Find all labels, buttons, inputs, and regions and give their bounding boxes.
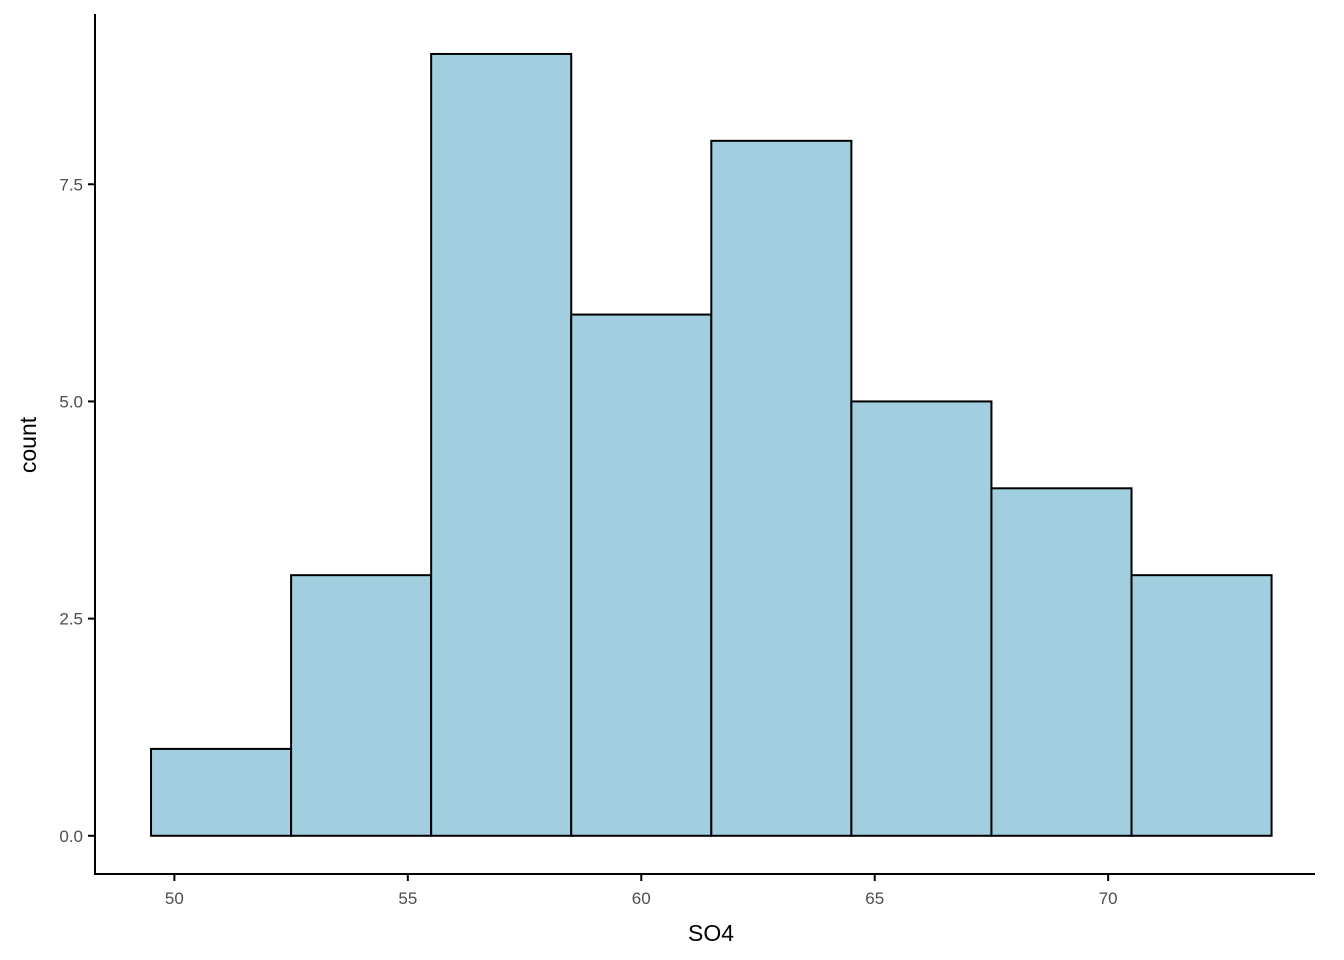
y-axis-title: count [15,416,41,473]
bar [990,487,1133,837]
x-tick-label: 55 [398,889,417,908]
bar [710,139,853,837]
bar [850,400,993,837]
y-tick-label: 2.5 [59,610,83,629]
x-axis-title: SO4 [688,920,734,946]
y-tick-label: 0.0 [59,827,83,846]
bar [570,313,713,837]
bar [430,52,573,837]
bar [290,574,433,837]
bar [1130,574,1273,837]
y-tick-label: 7.5 [59,175,83,194]
x-tick-label: 60 [632,889,651,908]
x-tick-label: 70 [1099,889,1118,908]
x-tick-label: 50 [165,889,184,908]
y-tick-label: 5.0 [59,392,83,411]
bar [150,747,293,837]
x-tick-label: 65 [865,889,884,908]
